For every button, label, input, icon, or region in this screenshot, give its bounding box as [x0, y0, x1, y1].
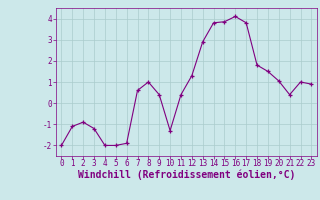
- X-axis label: Windchill (Refroidissement éolien,°C): Windchill (Refroidissement éolien,°C): [78, 170, 295, 180]
